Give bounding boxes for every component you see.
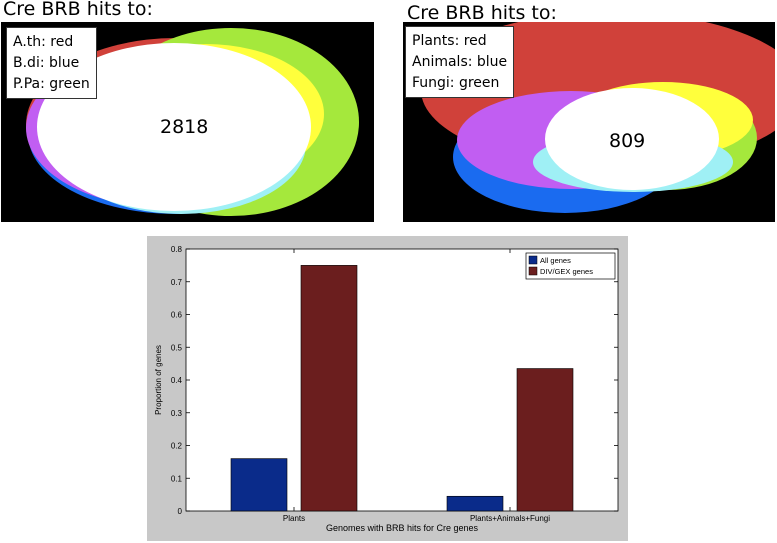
x-tick-label: Plants+Animals+Fungi xyxy=(470,514,550,523)
legend-swatch xyxy=(528,255,538,265)
chart-legend xyxy=(525,252,616,280)
venn-right-count: 809 xyxy=(609,130,646,152)
venn-right-core-overlap xyxy=(545,88,719,190)
bar-div-gex-genes xyxy=(516,368,574,512)
x-tick-label: Plants xyxy=(283,514,305,523)
y-axis-label: Proportion of genes xyxy=(154,345,163,415)
y-tick-label: 0.4 xyxy=(171,376,183,385)
venn-right-legend-item: Fungi: green xyxy=(412,75,500,91)
venn-left-legend: A.th: red B.di: blue P.Pa: green xyxy=(6,27,97,99)
bar-chart: 0 0.1 0.2 0.3 0.4 0.5 0.6 0.7 0.8 Plants Plants+An… xyxy=(154,245,619,533)
legend-label: DIV/GEX genes xyxy=(540,267,593,276)
x-axis-label: Genomes with BRB hits for Cre genes xyxy=(326,523,479,533)
venn-left-legend-item: B.di: blue xyxy=(13,55,80,71)
bar-all-genes xyxy=(446,495,504,512)
legend-label: All genes xyxy=(540,256,571,265)
venn-right-legend-item: Animals: blue xyxy=(412,54,508,70)
y-tick-label: 0.1 xyxy=(171,474,183,483)
venn-left-count: 2818 xyxy=(160,116,209,138)
venn-left-core-overlap xyxy=(37,43,311,211)
bar-div-gex-genes xyxy=(300,265,358,512)
legend-swatch xyxy=(528,266,538,276)
venn-left-title: Cre BRB hits to: xyxy=(3,0,153,20)
venn-left-legend-item: P.Pa: green xyxy=(13,76,90,92)
venn-right-legend: Plants: red Animals: blue Fungi: green xyxy=(405,26,515,98)
y-tick-label: 0.8 xyxy=(171,245,183,254)
bar-chart-figure: 0 0.1 0.2 0.3 0.4 0.5 0.6 0.7 0.8 Plants Plants+An… xyxy=(147,236,628,541)
venn-left-legend-item: A.th: red xyxy=(13,34,74,50)
y-tick-label: 0.5 xyxy=(171,343,183,352)
venn-right-legend-item: Plants: red xyxy=(412,33,487,49)
y-tick-label: 0.6 xyxy=(171,311,183,320)
venn-left-panel xyxy=(1,22,374,222)
bar-all-genes xyxy=(230,458,288,512)
venn-right-title: Cre BRB hits to: xyxy=(407,2,557,24)
y-tick-label: 0.3 xyxy=(171,409,183,418)
y-tick-label: 0.7 xyxy=(171,278,183,287)
y-tick-label: 0 xyxy=(178,507,183,516)
venn-left-diagram xyxy=(26,28,359,216)
y-tick-label: 0.2 xyxy=(171,442,183,451)
